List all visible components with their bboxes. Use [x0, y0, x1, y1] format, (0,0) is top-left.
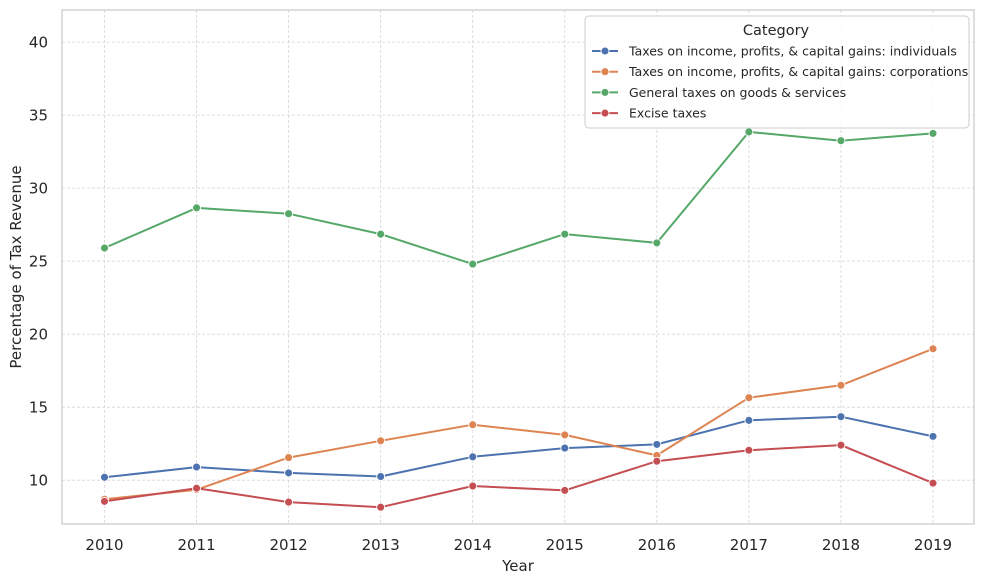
data-point	[560, 485, 570, 495]
legend-label: Excise taxes	[629, 106, 706, 121]
data-point	[284, 453, 294, 463]
x-tick-label: 2015	[546, 536, 584, 554]
y-tick-label: 20	[29, 326, 48, 344]
x-tick-label: 2013	[362, 536, 400, 554]
series-line	[104, 130, 934, 266]
data-point	[928, 478, 938, 488]
series-line	[104, 347, 934, 501]
data-point	[560, 229, 570, 239]
y-tick-label: 35	[29, 107, 48, 125]
data-point	[744, 445, 754, 455]
y-tick-label: 40	[29, 34, 48, 52]
x-axis-title: Year	[501, 557, 535, 575]
data-point	[100, 243, 109, 253]
data-point	[836, 380, 846, 390]
plot-frame	[61, 9, 975, 525]
series-line	[104, 415, 934, 479]
legend-label: Taxes on income, profits, & capital gain…	[628, 64, 968, 79]
tick-labels: 2010 2011 2012 2013 2014 2015 2016 2017 2018 2019…	[29, 34, 952, 554]
data-point	[560, 443, 570, 453]
series-line	[104, 444, 934, 509]
data-point	[100, 472, 109, 482]
data-point	[928, 344, 938, 354]
legend-marker	[600, 46, 610, 56]
data-point	[192, 483, 202, 493]
data-point	[836, 136, 846, 146]
legend-items: Taxes on income, profits, & capital gain…	[592, 44, 968, 121]
y-tick-label: 10	[29, 472, 48, 490]
data-point	[836, 440, 846, 450]
data-point	[836, 412, 846, 422]
data-point	[100, 496, 109, 506]
y-tick-label: 15	[29, 399, 48, 417]
data-point	[284, 209, 294, 219]
x-tick-label: 2011	[177, 536, 215, 554]
y-tick-label: 30	[29, 180, 48, 198]
x-tick-label: 2012	[270, 536, 308, 554]
x-tick-label: 2010	[85, 536, 123, 554]
legend-marker	[600, 87, 610, 97]
data-point	[284, 468, 294, 478]
legend-label: Taxes on income, profits, & capital gain…	[628, 44, 957, 59]
data-point	[744, 393, 754, 403]
data-point	[284, 497, 294, 507]
data-point	[652, 456, 662, 466]
legend-marker	[600, 67, 610, 77]
y-tick-label: 25	[29, 253, 48, 271]
data-point	[744, 127, 754, 137]
legend-title: Category	[743, 23, 810, 39]
legend-label: General taxes on goods & services	[629, 85, 846, 100]
data-point	[376, 472, 386, 481]
data-point	[468, 481, 478, 491]
legend-marker	[600, 108, 610, 118]
x-tick-label: 2016	[638, 536, 676, 554]
data-point	[928, 431, 938, 441]
data-point	[468, 259, 478, 269]
data-point	[652, 439, 662, 449]
data-point	[468, 452, 478, 462]
x-tick-label: 2017	[730, 536, 768, 554]
data-point	[560, 430, 570, 440]
data-point	[376, 229, 386, 239]
x-tick-label: 2014	[454, 536, 492, 554]
data-point	[468, 420, 478, 430]
data-point	[652, 238, 662, 248]
data-point	[376, 502, 386, 512]
x-tick-label: 2019	[914, 536, 952, 554]
data-point	[744, 415, 754, 425]
data-point	[376, 436, 386, 446]
data-point	[192, 462, 202, 472]
y-axis-title: Percentage of Tax Revenue	[7, 165, 25, 368]
legend: Category Taxes on income, profits, & cap…	[584, 15, 970, 129]
data-point	[192, 203, 202, 213]
series-lines	[100, 127, 938, 512]
data-point	[928, 128, 938, 138]
legend-box	[584, 15, 970, 129]
x-tick-label: 2018	[822, 536, 860, 554]
